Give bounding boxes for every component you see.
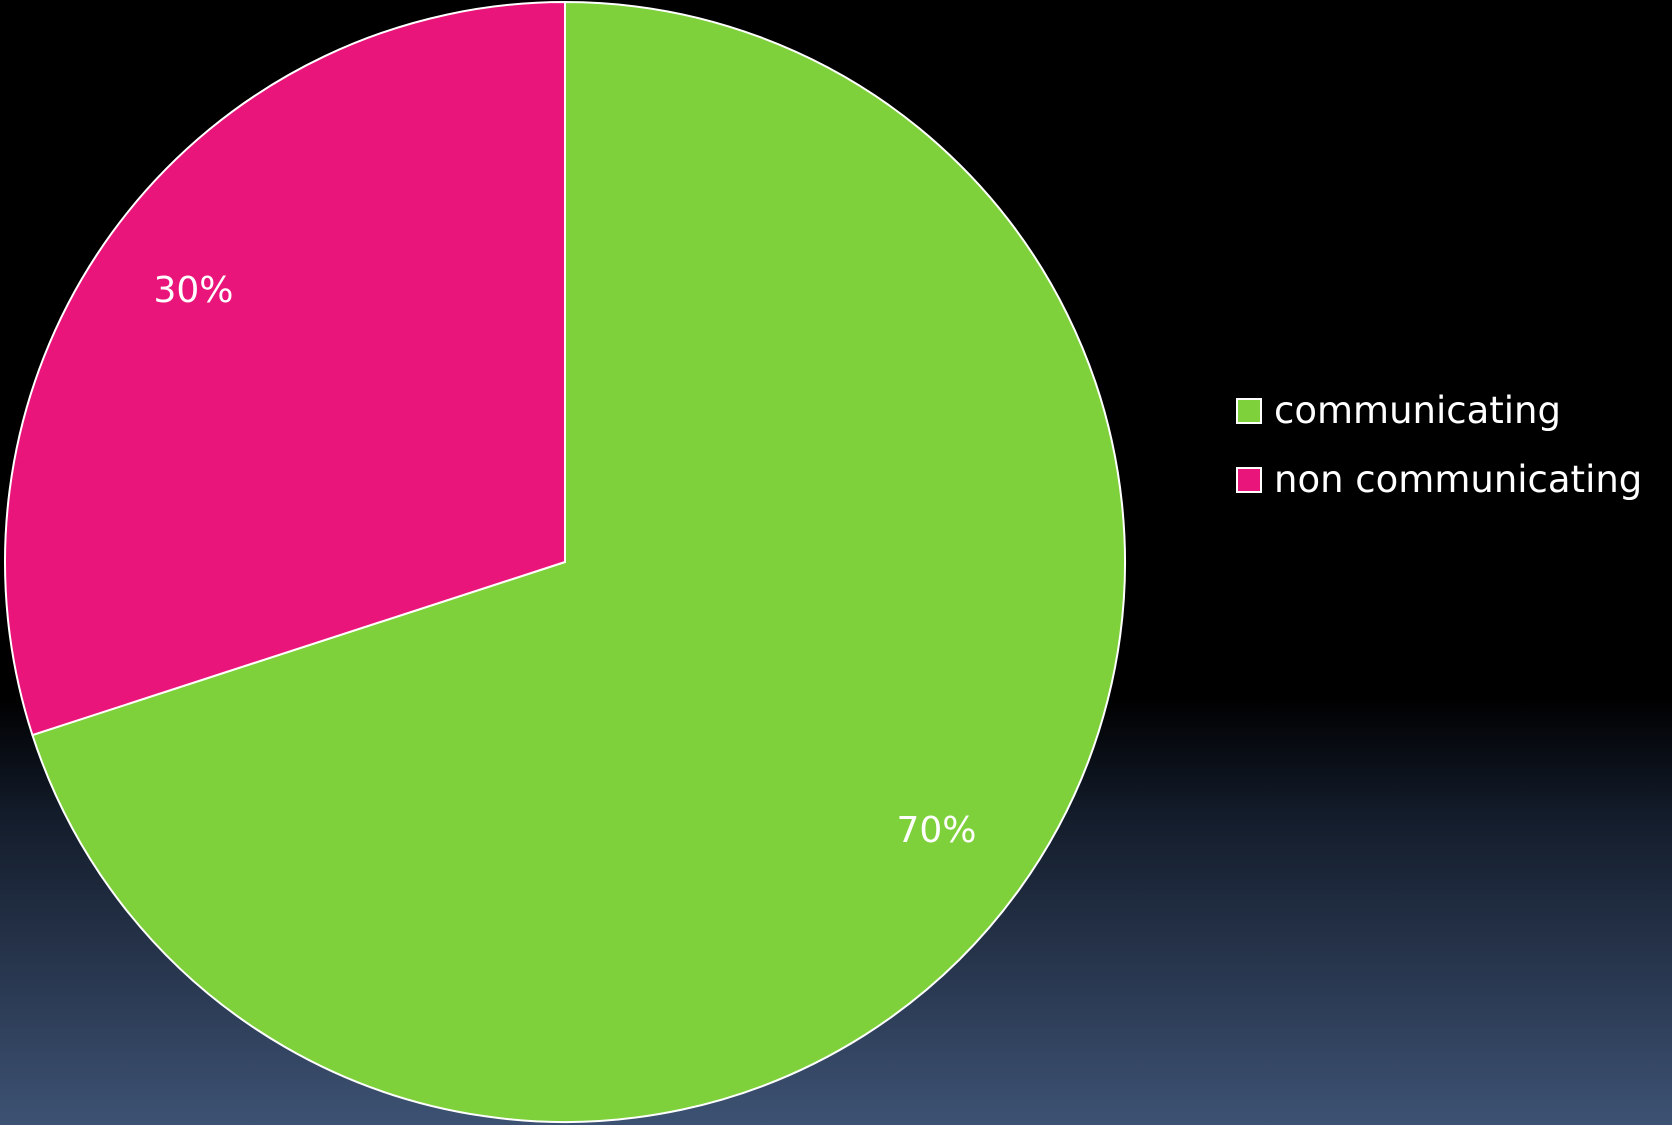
chart-legend: communicating non communicating xyxy=(1236,376,1642,514)
legend-swatch-non-communicating xyxy=(1236,466,1262,493)
legend-item-non-communicating[interactable]: non communicating xyxy=(1236,445,1642,514)
pie-slices xyxy=(4,1,1126,1123)
pie-slice-non-communicating[interactable] xyxy=(4,1,566,737)
pie-slice-communicating[interactable] xyxy=(31,1,1126,1123)
pie-data-labels: 70% 30% xyxy=(153,270,976,851)
data-label-non-communicating: 30% xyxy=(153,270,233,311)
data-label-communicating: 70% xyxy=(896,810,976,851)
legend-label-communicating: communicating xyxy=(1274,389,1561,432)
legend-label-non-communicating: non communicating xyxy=(1274,458,1643,501)
legend-swatch-communicating xyxy=(1236,397,1262,424)
legend-item-communicating[interactable]: communicating xyxy=(1236,376,1642,445)
